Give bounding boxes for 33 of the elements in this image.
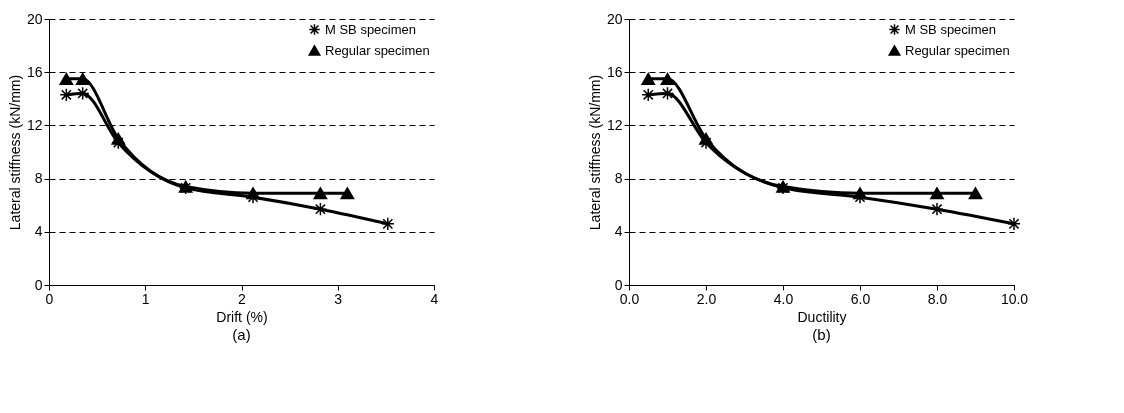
x-tick-label: 10.0 <box>1000 290 1029 307</box>
x-tick-label: 0.0 <box>619 290 640 307</box>
text: (b) <box>812 326 831 343</box>
y-tick-label: 16 <box>606 63 623 80</box>
x-tick-label: 2.0 <box>696 290 717 307</box>
legend-label: Regular specimen <box>905 42 1010 58</box>
y-tick-label: 0 <box>614 276 623 293</box>
text: (a) <box>232 326 251 343</box>
y-tick-label: 0 <box>34 276 43 293</box>
legend-label: Regular specimen <box>325 42 430 58</box>
y-axis-title: Lateral stiffness (kN/mm) <box>586 74 603 231</box>
y-tick-label: 8 <box>614 170 623 187</box>
y-axis-title: Lateral stiffness (kN/mm) <box>6 74 23 231</box>
x-axis-title: Drift (%) <box>216 308 268 325</box>
y-tick-label: 4 <box>34 223 43 240</box>
y-tick-label: 20 <box>606 10 623 27</box>
x-tick-label: 4.0 <box>773 290 794 307</box>
y-tick-label: 12 <box>26 116 43 133</box>
y-tick-label: 8 <box>34 170 43 187</box>
x-tick-label: 3 <box>334 290 343 307</box>
y-tick-label: 4 <box>614 223 623 240</box>
x-axis-title: Ductility <box>797 308 847 325</box>
x-tick-label: 1 <box>141 290 150 307</box>
y-tick-label: 16 <box>26 63 43 80</box>
legend-label: M SB specimen <box>905 21 997 37</box>
x-tick-label: 0 <box>45 290 54 307</box>
x-tick-label: 6.0 <box>850 290 871 307</box>
x-tick-label: 2 <box>238 290 247 307</box>
y-tick-label: 12 <box>606 116 623 133</box>
x-tick-label: 4 <box>430 290 439 307</box>
y-tick-label: 20 <box>26 10 43 27</box>
legend-label: M SB specimen <box>325 21 417 37</box>
x-tick-label: 8.0 <box>927 290 948 307</box>
